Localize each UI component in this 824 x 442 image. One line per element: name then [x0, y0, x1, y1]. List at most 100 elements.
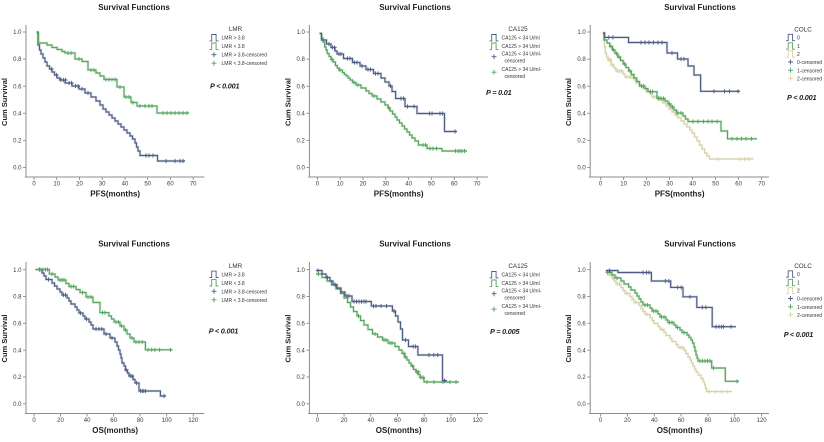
svg-text:60: 60 — [394, 418, 401, 424]
svg-text:OS(months): OS(months) — [92, 426, 138, 435]
svg-text:LMR > 3.8: LMR > 3.8 — [222, 272, 245, 278]
svg-text:CA125 > 34 U/ml-: CA125 > 34 U/ml- — [502, 67, 542, 73]
svg-text:0: 0 — [32, 181, 36, 187]
svg-text:CA125 < 34 U/ml-: CA125 < 34 U/ml- — [502, 289, 542, 295]
svg-text:PFS(months): PFS(months) — [374, 190, 424, 199]
svg-text:10: 10 — [53, 181, 60, 187]
svg-text:1: 1 — [797, 44, 800, 50]
svg-text:0: 0 — [599, 181, 603, 187]
svg-text:20: 20 — [360, 181, 367, 187]
svg-text:PFS(months): PFS(months) — [90, 190, 140, 199]
svg-text:P < 0.001: P < 0.001 — [787, 93, 817, 102]
svg-text:20: 20 — [624, 418, 631, 424]
svg-text:2: 2 — [797, 289, 800, 295]
svg-text:P < 0.001: P < 0.001 — [209, 327, 239, 336]
svg-text:Cum Survival: Cum Survival — [0, 315, 9, 363]
svg-text:0.0: 0.0 — [297, 402, 306, 408]
svg-text:0.8: 0.8 — [297, 57, 306, 63]
svg-text:10: 10 — [620, 181, 627, 187]
svg-text:0.0: 0.0 — [577, 166, 586, 172]
svg-text:LMR > 3.8-censored: LMR > 3.8-censored — [222, 53, 268, 59]
svg-text:60: 60 — [110, 418, 117, 424]
svg-text:100: 100 — [162, 418, 173, 424]
svg-text:LMR > 3.8-censored: LMR > 3.8-censored — [222, 289, 268, 295]
svg-text:LMR > 3.8: LMR > 3.8 — [222, 36, 245, 42]
svg-text:CA125 < 34 U/ml: CA125 < 34 U/ml — [502, 273, 540, 279]
svg-text:P < 0.001: P < 0.001 — [210, 81, 240, 90]
svg-text:OS(months): OS(months) — [657, 426, 703, 435]
svg-text:Survival Functions: Survival Functions — [664, 3, 736, 12]
svg-text:0: 0 — [316, 418, 320, 424]
svg-text:40: 40 — [651, 418, 658, 424]
svg-text:1.0: 1.0 — [577, 30, 586, 36]
svg-text:P = 0.01: P = 0.01 — [486, 88, 512, 97]
svg-text:censored: censored — [505, 311, 526, 317]
svg-text:0.8: 0.8 — [577, 57, 586, 63]
svg-text:50: 50 — [428, 181, 435, 187]
svg-text:Cum Survival: Cum Survival — [0, 78, 9, 126]
svg-text:0-censored: 0-censored — [797, 297, 822, 303]
svg-text:0.0: 0.0 — [13, 402, 22, 408]
svg-text:0.2: 0.2 — [297, 375, 306, 381]
svg-text:Cum Survival: Cum Survival — [564, 78, 573, 126]
svg-text:1.0: 1.0 — [13, 30, 22, 36]
svg-text:40: 40 — [689, 181, 696, 187]
svg-text:0.2: 0.2 — [577, 375, 586, 381]
svg-text:60: 60 — [735, 181, 742, 187]
svg-text:40: 40 — [367, 418, 374, 424]
svg-text:0.8: 0.8 — [13, 295, 22, 301]
svg-text:70: 70 — [474, 181, 481, 187]
svg-text:50: 50 — [144, 181, 151, 187]
svg-text:0.2: 0.2 — [297, 139, 306, 145]
svg-text:Cum Survival: Cum Survival — [564, 315, 573, 363]
svg-text:CA125 > 34 U/ml: CA125 > 34 U/ml — [502, 281, 540, 287]
svg-text:1.0: 1.0 — [297, 30, 306, 36]
svg-text:0.0: 0.0 — [13, 166, 22, 172]
svg-text:20: 20 — [57, 418, 64, 424]
svg-text:2-censored: 2-censored — [797, 313, 822, 319]
svg-text:Survival Functions: Survival Functions — [379, 3, 451, 12]
svg-text:2-censored: 2-censored — [797, 76, 822, 82]
svg-text:0.6: 0.6 — [13, 84, 22, 90]
svg-text:1.0: 1.0 — [13, 268, 22, 274]
svg-text:10: 10 — [337, 181, 344, 187]
svg-text:CA125: CA125 — [508, 26, 528, 33]
svg-text:100: 100 — [730, 418, 741, 424]
svg-text:20: 20 — [643, 181, 650, 187]
svg-text:1.0: 1.0 — [297, 268, 306, 274]
svg-text:0.4: 0.4 — [577, 348, 586, 354]
svg-text:Survival Functions: Survival Functions — [98, 3, 170, 12]
svg-text:40: 40 — [405, 181, 412, 187]
svg-text:LMR < 3.8: LMR < 3.8 — [222, 44, 245, 50]
svg-text:0.6: 0.6 — [297, 84, 306, 90]
svg-text:100: 100 — [446, 418, 457, 424]
svg-text:CA125 < 34 U/ml-: CA125 < 34 U/ml- — [502, 52, 542, 58]
svg-text:censored: censored — [505, 59, 526, 65]
svg-text:120: 120 — [188, 418, 199, 424]
svg-text:LMR < 3.8-censored: LMR < 3.8-censored — [222, 298, 268, 304]
svg-text:30: 30 — [666, 181, 673, 187]
svg-text:120: 120 — [473, 418, 484, 424]
svg-text:120: 120 — [757, 418, 768, 424]
svg-text:Survival Functions: Survival Functions — [98, 240, 170, 249]
svg-text:30: 30 — [382, 181, 389, 187]
svg-text:LMR < 3.8: LMR < 3.8 — [222, 281, 245, 287]
svg-text:2: 2 — [797, 52, 800, 58]
svg-text:20: 20 — [341, 418, 348, 424]
svg-text:60: 60 — [451, 181, 458, 187]
svg-text:80: 80 — [705, 418, 712, 424]
svg-text:0.8: 0.8 — [297, 295, 306, 301]
svg-text:1: 1 — [797, 281, 800, 287]
svg-text:OS(months): OS(months) — [376, 426, 422, 435]
svg-text:COLC: COLC — [794, 27, 812, 34]
svg-text:0.4: 0.4 — [297, 348, 306, 354]
svg-text:Cum Survival: Cum Survival — [283, 78, 292, 126]
svg-text:30: 30 — [99, 181, 106, 187]
svg-text:70: 70 — [758, 181, 765, 187]
svg-text:60: 60 — [167, 181, 174, 187]
svg-text:CA125: CA125 — [508, 263, 528, 270]
svg-text:CA125 < 34 U/ml: CA125 < 34 U/ml — [502, 36, 540, 42]
svg-text:1.0: 1.0 — [577, 268, 586, 274]
svg-text:0.6: 0.6 — [13, 321, 22, 327]
svg-text:40: 40 — [122, 181, 129, 187]
